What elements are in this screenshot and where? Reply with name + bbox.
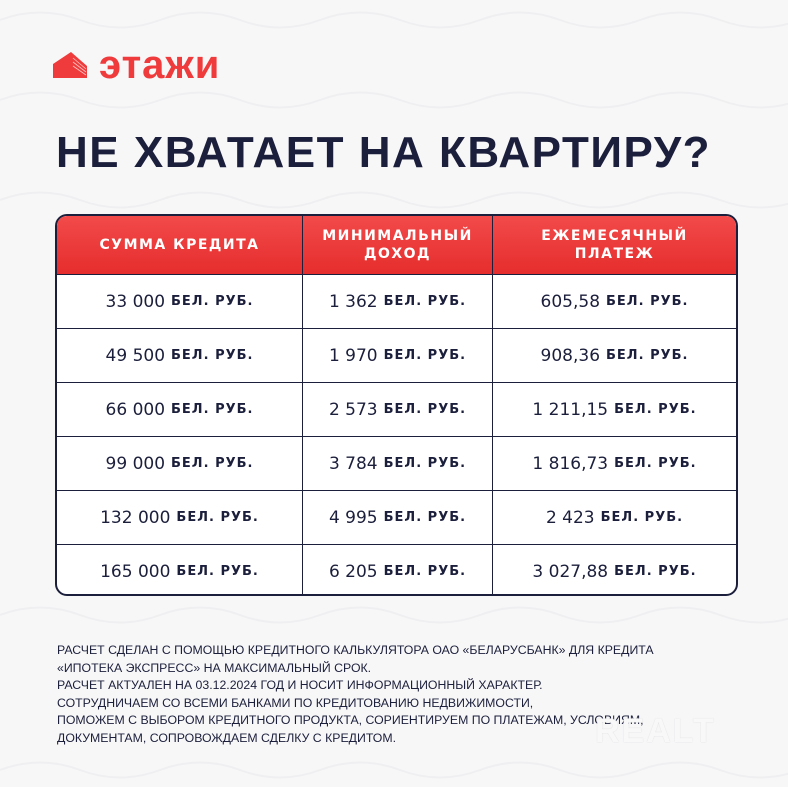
table-row: 33 000 БЕЛ. РУБ. 1 362 БЕЛ. РУБ. 605,58 БЕЛ. … [57, 274, 736, 328]
currency-unit: БЕЛ. РУБ. [383, 348, 467, 363]
cell-min-income: 6 205 БЕЛ. РУБ. [303, 545, 493, 594]
cell-min-income: 1 970 БЕЛ. РУБ. [303, 329, 493, 382]
header-monthly-payment: ЕЖЕМЕСЯЧНЫЙ ПЛАТЕЖ [541, 228, 688, 262]
currency-unit: БЕЛ. РУБ. [171, 402, 254, 417]
value: 132 000 [100, 507, 171, 528]
value: 4 995 [328, 507, 378, 528]
page-title: НЕ ХВАТАЕТ НА КВАРТИРУ? [56, 128, 711, 177]
cell-monthly-payment: 2 423 БЕЛ. РУБ. [493, 491, 736, 544]
cell-min-income: 1 362 БЕЛ. РУБ. [303, 275, 493, 328]
note-line: «ИПОТЕКА ЭКСПРЕСС» НА МАКСИМАЛЬНЫЙ СРОК. [57, 660, 372, 675]
value: 2 573 [328, 399, 378, 420]
currency-unit: БЕЛ. РУБ. [176, 564, 259, 579]
cell-loan-amount: 132 000 БЕЛ. РУБ. [57, 491, 303, 544]
cell-monthly-payment: 605,58 БЕЛ. РУБ. [493, 275, 736, 328]
value: 33 000 [105, 291, 166, 312]
loan-table: СУММА КРЕДИТА МИНИМАЛЬНЫЙ ДОХОД ЕЖЕМЕСЯЧ… [55, 214, 738, 596]
value: 66 000 [105, 399, 166, 420]
value: 6 205 [328, 561, 378, 582]
currency-unit: БЕЛ. РУБ. [171, 456, 254, 471]
value: 99 000 [105, 453, 166, 474]
header-min-income: МИНИМАЛЬНЫЙ ДОХОД [303, 216, 493, 274]
cell-min-income: 4 995 БЕЛ. РУБ. [303, 491, 493, 544]
brand-name: этажи [99, 43, 221, 87]
currency-unit: БЕЛ. РУБ. [606, 294, 689, 309]
currency-unit: БЕЛ. РУБ. [606, 348, 689, 363]
value: 2 423 [545, 507, 595, 528]
value: 1 970 [328, 345, 378, 366]
cell-loan-amount: 165 000 БЕЛ. РУБ. [57, 545, 303, 594]
table-row: 99 000 БЕЛ. РУБ. 3 784 БЕЛ. РУБ. 1 816,73 БЕЛ… [57, 436, 736, 490]
cell-monthly-payment: 3 027,88 БЕЛ. РУБ. [493, 545, 736, 594]
note-line: РАСЧЕТ АКТУАЛЕН НА 03.12.2024 ГОД И НОСИ… [57, 678, 543, 693]
currency-unit: БЕЛ. РУБ. [600, 510, 684, 525]
value: 1 211,15 [532, 399, 609, 420]
currency-unit: БЕЛ. РУБ. [614, 402, 697, 417]
value: 165 000 [100, 561, 171, 582]
note-line: ДОКУМЕНТАМ, СОПРОВОЖДАЕМ СДЕЛКУ С КРЕДИТ… [57, 730, 397, 745]
cell-loan-amount: 99 000 БЕЛ. РУБ. [57, 437, 303, 490]
currency-unit: БЕЛ. РУБ. [614, 564, 697, 579]
currency-unit: БЕЛ. РУБ. [383, 294, 467, 309]
table-row: 165 000 БЕЛ. РУБ. 6 205 БЕЛ. РУБ. 3 027,88 БЕ… [57, 544, 736, 594]
cell-monthly-payment: 1 211,15 БЕЛ. РУБ. [493, 383, 736, 436]
currency-unit: БЕЛ. РУБ. [383, 402, 467, 417]
value: 3 027,88 [532, 561, 609, 582]
brand-logo: этажи [53, 45, 220, 85]
value: 605,58 [540, 291, 601, 312]
cell-monthly-payment: 908,36 БЕЛ. РУБ. [493, 329, 736, 382]
cell-loan-amount: 33 000 БЕЛ. РУБ. [57, 275, 303, 328]
cell-min-income: 3 784 БЕЛ. РУБ. [303, 437, 493, 490]
table-row: 66 000 БЕЛ. РУБ. 2 573 БЕЛ. РУБ. 1 211,15 БЕЛ… [57, 382, 736, 436]
table-header: СУММА КРЕДИТА МИНИМАЛЬНЫЙ ДОХОД ЕЖЕМЕСЯЧ… [57, 216, 736, 274]
currency-unit: БЕЛ. РУБ. [171, 294, 254, 309]
header-loan-amount: СУММА КРЕДИТА [57, 216, 303, 274]
disclaimer: РАСЧЕТ СДЕЛАН С ПОМОЩЬЮ КРЕДИТНОГО КАЛЬК… [57, 642, 654, 748]
cell-loan-amount: 66 000 БЕЛ. РУБ. [57, 383, 303, 436]
note-line: РАСЧЕТ СДЕЛАН С ПОМОЩЬЮ КРЕДИТНОГО КАЛЬК… [57, 643, 654, 657]
cell-min-income: 2 573 БЕЛ. РУБ. [303, 383, 493, 436]
currency-unit: БЕЛ. РУБ. [614, 456, 697, 471]
watermark: REALT [595, 712, 716, 750]
value: 1 816,73 [532, 453, 609, 474]
value: 3 784 [328, 453, 378, 474]
currency-unit: БЕЛ. РУБ. [383, 456, 467, 471]
value: 49 500 [105, 345, 166, 366]
currency-unit: БЕЛ. РУБ. [383, 564, 467, 579]
currency-unit: БЕЛ. РУБ. [171, 348, 254, 363]
cell-loan-amount: 49 500 БЕЛ. РУБ. [57, 329, 303, 382]
value: 908,36 [540, 345, 601, 366]
note-line: СОТРУДНИЧАЕМ СО ВСЕМИ БАНКАМИ ПО КРЕДИТО… [57, 695, 534, 710]
note-line: ПОМОЖЕМ С ВЫБОРОМ КРЕДИТНОГО ПРОДУКТА, С… [57, 713, 644, 728]
cell-monthly-payment: 1 816,73 БЕЛ. РУБ. [493, 437, 736, 490]
building-icon [53, 52, 87, 78]
currency-unit: БЕЛ. РУБ. [176, 510, 259, 525]
table-row: 49 500 БЕЛ. РУБ. 1 970 БЕЛ. РУБ. 908,36 БЕЛ. … [57, 328, 736, 382]
value: 1 362 [328, 291, 378, 312]
table-row: 132 000 БЕЛ. РУБ. 4 995 БЕЛ. РУБ. 2 423 БЕЛ. … [57, 490, 736, 544]
currency-unit: БЕЛ. РУБ. [383, 510, 467, 525]
